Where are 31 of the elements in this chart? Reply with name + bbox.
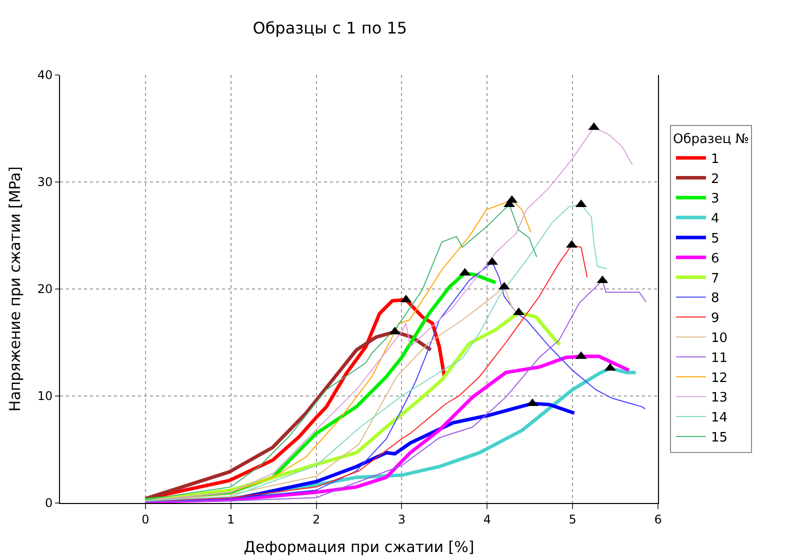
- x-tick-label: 2: [312, 512, 320, 526]
- x-tick-label: 5: [568, 512, 576, 526]
- y-tick-label: 20: [37, 282, 53, 296]
- y-tick-label: 30: [37, 175, 53, 190]
- legend-label: 4: [710, 212, 720, 227]
- x-tick-label: 1: [227, 512, 235, 526]
- x-tick-label: 6: [654, 512, 662, 526]
- legend-label: 14: [710, 410, 728, 426]
- x-tick-label: 3: [398, 512, 406, 526]
- legend-label: 11: [710, 350, 728, 366]
- chart-title: Образцы с 1 по 15: [252, 18, 408, 38]
- y-tick-label: 40: [37, 68, 53, 82]
- y-tick-label: 0: [44, 496, 53, 510]
- legend-label: 3: [710, 192, 720, 207]
- legend-label: 1: [710, 152, 720, 167]
- legend-label: 8: [710, 291, 720, 306]
- x-tick-label: 4: [483, 512, 491, 526]
- legend-label: 5: [710, 232, 720, 247]
- legend-label: 10: [710, 331, 728, 346]
- x-tick-label: 0: [142, 512, 150, 526]
- legend-label: 13: [710, 390, 728, 406]
- legend-title: Образец №: [672, 132, 749, 147]
- legend-label: 7: [710, 271, 720, 286]
- legend-label: 15: [710, 430, 728, 446]
- x-axis-title: Деформация при сжатии [%]: [244, 538, 474, 556]
- legend-label: 12: [710, 370, 728, 386]
- legend-label: 9: [710, 311, 720, 326]
- legend-label: 2: [710, 172, 720, 187]
- y-tick-label: 10: [37, 389, 53, 404]
- y-axis-title: Напряжение при сжатии [MPa]: [6, 166, 24, 412]
- legend-label: 6: [710, 251, 720, 266]
